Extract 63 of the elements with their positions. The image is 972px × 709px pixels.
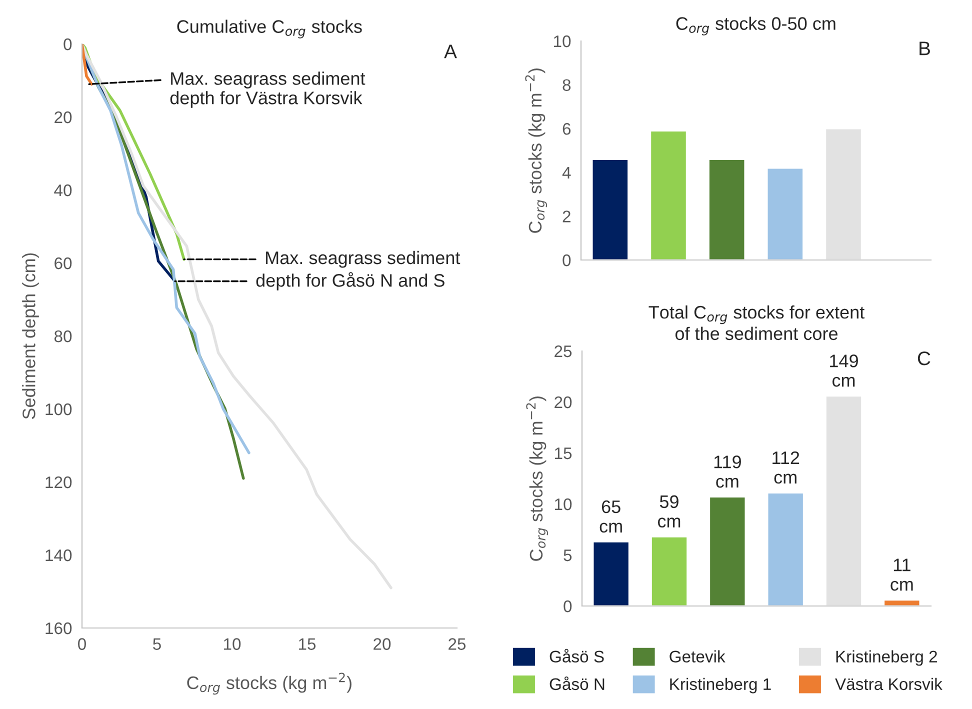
- legend-label: Gåsö N: [550, 676, 604, 690]
- y-tick-label: 80: [54, 330, 72, 342]
- x-tick-label: 0: [78, 638, 86, 650]
- bar: [766, 492, 804, 606]
- x-axis-title: C$_{org}$ stocks (kg m$^{−2}$): [187, 672, 352, 695]
- y-tick-label: 100: [46, 403, 72, 416]
- bar: [650, 130, 688, 260]
- y-tick-label: 15: [555, 448, 572, 460]
- chart-title: C$_{org}$ stocks 0-50 cm: [676, 16, 836, 36]
- bar: [824, 128, 862, 260]
- annotation: 119 cm: [714, 456, 741, 488]
- y-tick-label: 20: [554, 396, 572, 408]
- y-axis-title: Sediment depth (cm): [22, 253, 39, 419]
- y-tick-label: 140: [46, 549, 72, 562]
- bar: [592, 541, 630, 606]
- chart-title: Total C$_{org}$ stocks for extent of the sediment core: [648, 305, 865, 340]
- y-tick-label: 0: [562, 254, 571, 266]
- bar: [708, 158, 746, 260]
- y-tick-label: 6: [562, 123, 571, 135]
- annotation: Max. seagrass sediment depth for Västra Korsvik: [170, 72, 366, 108]
- y-tick-label: 2: [562, 210, 570, 222]
- bar: [650, 536, 688, 606]
- y-tick-label: 0: [64, 38, 72, 50]
- x-tick-label: 5: [153, 638, 161, 650]
- legend-label: Kristineberg 2: [836, 650, 937, 666]
- annotation: Max. seagrass sediment: [266, 250, 460, 268]
- y-tick-label: 10: [555, 498, 572, 510]
- y-tick-label: 4: [562, 166, 571, 178]
- annotation: A: [444, 44, 457, 58]
- y-tick-label: 0: [564, 600, 572, 612]
- y-tick-label: 10: [554, 35, 571, 48]
- y-tick-label: 25: [554, 345, 572, 358]
- y-tick-label: 160: [46, 622, 72, 634]
- y-tick-label: 20: [54, 111, 72, 124]
- y-tick-label: 40: [54, 184, 72, 196]
- y-tick-label: 120: [46, 476, 72, 488]
- y-tick-label: 5: [564, 550, 572, 562]
- bar: [708, 496, 746, 606]
- annotation: C: [918, 352, 930, 366]
- bar: [883, 599, 921, 606]
- annotation: 11 cm: [890, 558, 913, 591]
- annotation: depth for Gåsö N and S: [256, 272, 444, 290]
- annotation: 112 cm: [772, 451, 800, 484]
- annotation: B: [920, 42, 930, 56]
- chart-title: Cumulative C$_{org}$ stocks: [177, 20, 362, 38]
- bar: [766, 167, 804, 260]
- y-axis-title: C$_{org}$ stocks (kg m$^{−2}$): [526, 396, 548, 561]
- x-tick-label: 25: [448, 638, 466, 650]
- y-tick-label: 8: [562, 79, 571, 92]
- legend-label: Gåsö S: [550, 648, 604, 662]
- annotation: 59 cm: [658, 495, 680, 528]
- y-axis-title: C$_{org}$ stocks (kg m$^{−2}$): [525, 68, 548, 233]
- legend-label: Getevik: [670, 650, 726, 662]
- annotation: 65 cm: [600, 500, 622, 533]
- annotation: 149 cm: [830, 354, 858, 387]
- y-tick-label: 60: [54, 257, 72, 270]
- bar: [825, 395, 862, 606]
- x-tick-label: 10: [224, 638, 241, 650]
- x-tick-label: 20: [374, 638, 391, 650]
- x-tick-label: 15: [299, 638, 316, 650]
- legend-label: Kristineberg 1: [670, 678, 771, 694]
- legend-label: Västra Korsvik: [835, 678, 942, 690]
- bar: [591, 158, 629, 260]
